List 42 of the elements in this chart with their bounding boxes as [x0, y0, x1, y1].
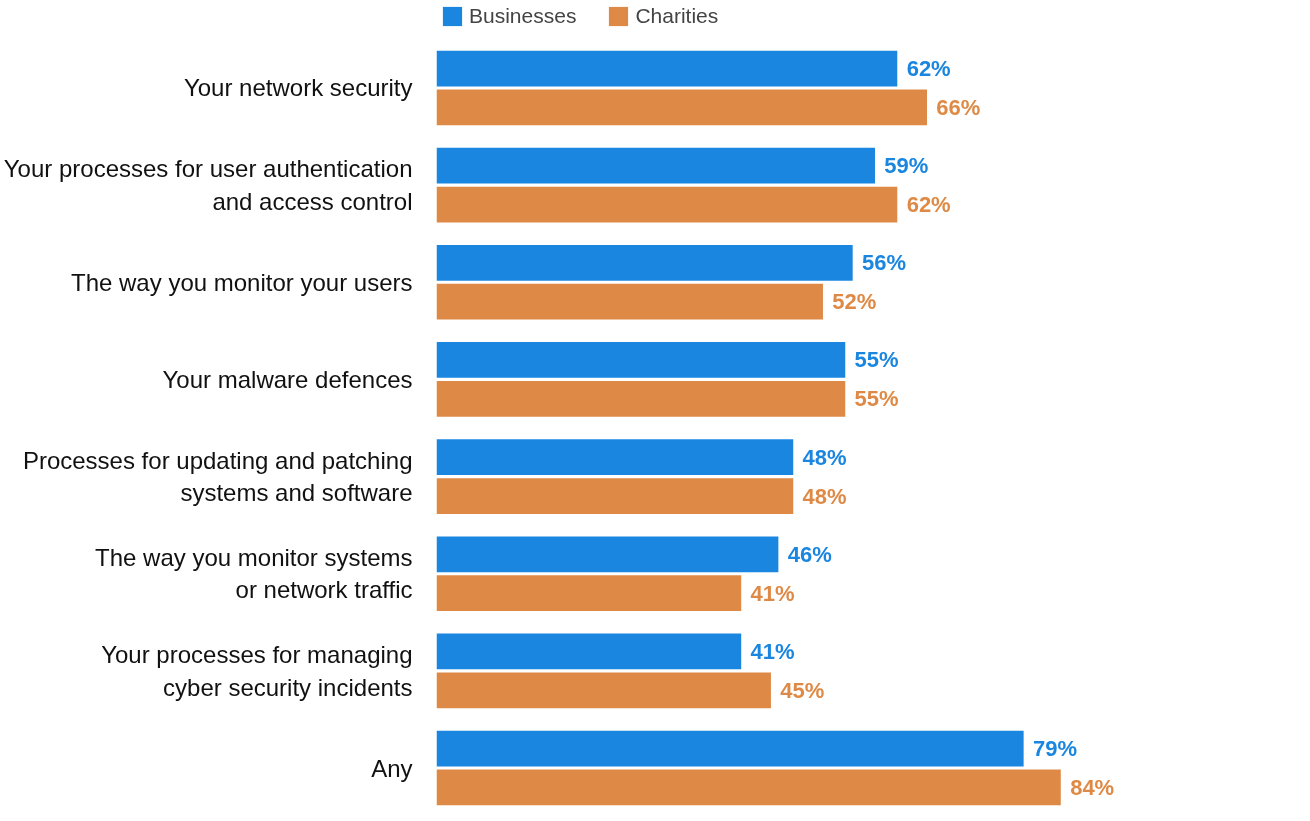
- y-tick-label: Your processes for managing cyber security incidents: [101, 641, 413, 701]
- bar: [436, 730, 1024, 767]
- y-tick-label: Your processes for user authentication and access control: [3, 155, 413, 215]
- data-label: 62%: [906, 56, 951, 82]
- bar: [436, 769, 1061, 806]
- data-label: 41%: [750, 638, 795, 664]
- bar: [436, 50, 898, 87]
- bar: [436, 672, 771, 709]
- bar: [436, 633, 742, 670]
- bar: [436, 478, 794, 514]
- bar: [436, 244, 853, 281]
- legend-label: Businesses: [469, 4, 577, 28]
- data-label: 66%: [936, 94, 981, 120]
- data-label: 48%: [802, 444, 847, 470]
- bar: [436, 380, 846, 417]
- data-label: 59%: [884, 153, 929, 179]
- data-label: 55%: [854, 347, 899, 373]
- bar: [436, 575, 742, 612]
- y-tick-label: Your malware defences: [162, 365, 413, 393]
- data-label: 62%: [906, 192, 951, 218]
- y-tick-label: The way you monitor systems or network traffic: [95, 544, 413, 604]
- bar: [436, 536, 779, 573]
- data-label: 41%: [750, 580, 795, 606]
- bar: [436, 89, 928, 126]
- data-label: 56%: [862, 250, 907, 276]
- data-label: 55%: [854, 386, 899, 412]
- bar: [436, 439, 794, 476]
- y-tick-label: Your network security: [183, 74, 413, 102]
- y-tick-label: The way you monitor your users: [71, 268, 413, 296]
- legend-label: Charities: [635, 4, 719, 28]
- data-label: 79%: [1032, 736, 1078, 762]
- bar: [436, 283, 823, 320]
- bar: [436, 147, 875, 184]
- bar: [436, 186, 898, 223]
- y-tick-label: Any: [371, 754, 413, 782]
- data-label: 48%: [802, 483, 847, 509]
- bar: [436, 342, 846, 378]
- data-label: 46%: [787, 541, 832, 567]
- data-label: 52%: [832, 289, 877, 315]
- data-label: 84%: [1070, 774, 1115, 800]
- y-tick-label: Processes for updating and patching systems and software: [22, 446, 413, 507]
- data-label: 45%: [780, 677, 825, 703]
